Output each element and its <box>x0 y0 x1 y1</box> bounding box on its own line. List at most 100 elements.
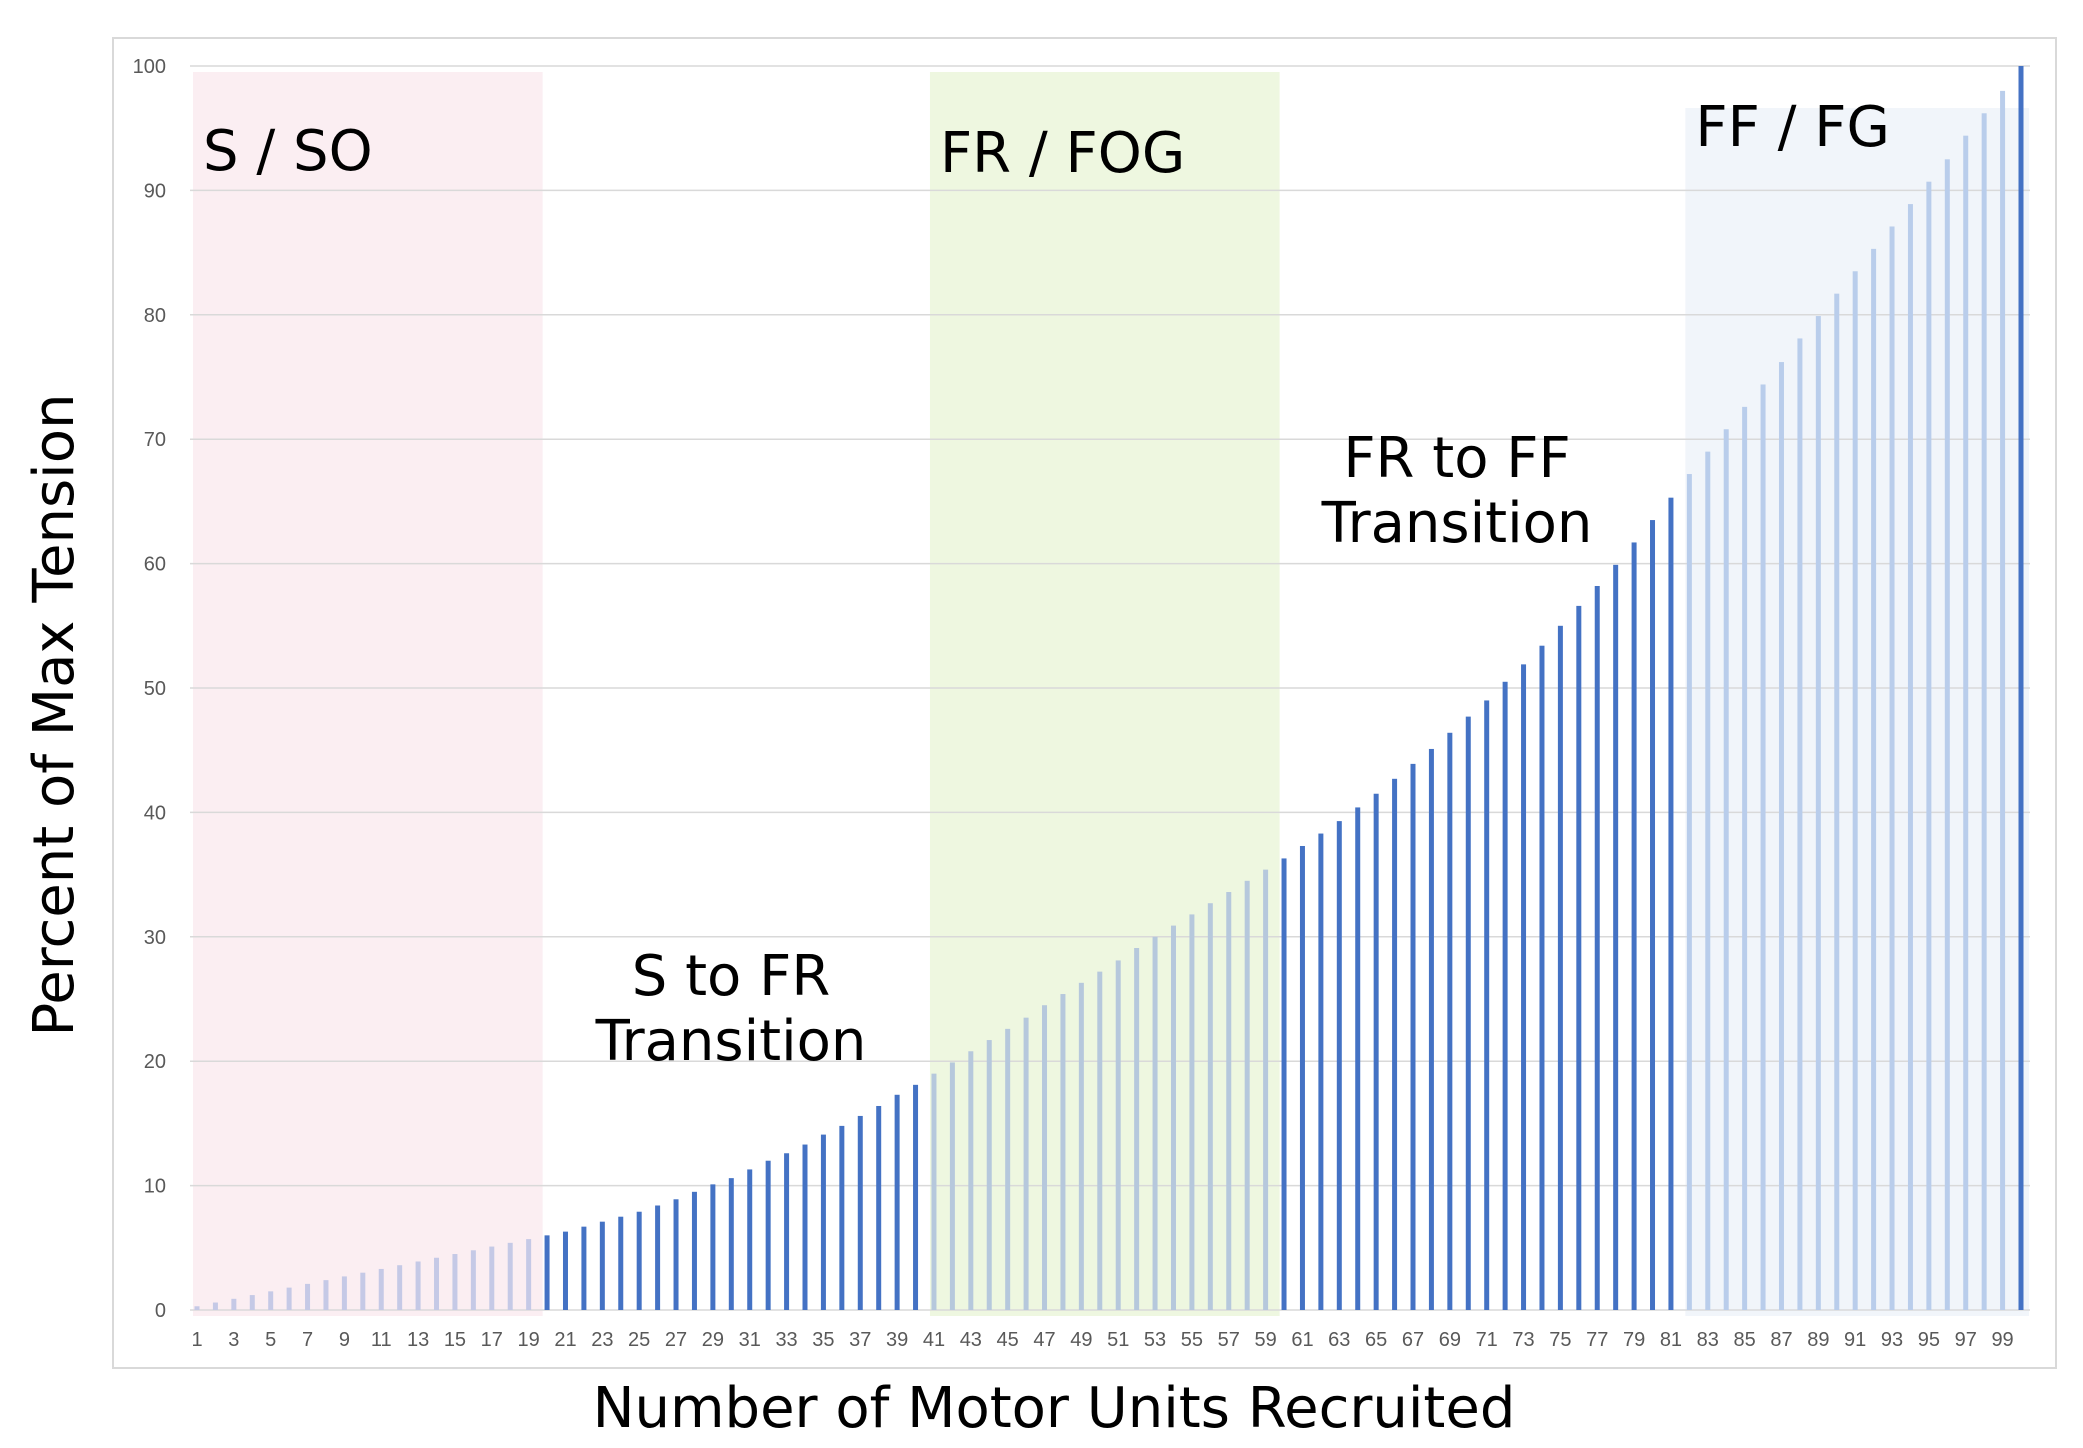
bar <box>1871 248 1877 1310</box>
bar <box>1207 903 1213 1310</box>
bar <box>341 1276 347 1310</box>
bar <box>1428 748 1434 1310</box>
bar <box>286 1287 292 1310</box>
bar <box>1078 982 1084 1310</box>
bar <box>1686 474 1692 1311</box>
bar <box>452 1254 458 1310</box>
bar <box>194 1306 200 1310</box>
x-tick-label: 53 <box>1144 1329 1166 1351</box>
bar <box>1355 807 1361 1310</box>
bar <box>1189 914 1195 1310</box>
x-tick-label: 35 <box>812 1329 834 1351</box>
x-tick-label: 37 <box>849 1329 871 1351</box>
bar <box>1521 664 1527 1310</box>
bar <box>1576 605 1582 1310</box>
bar <box>434 1257 440 1310</box>
bar <box>747 1169 753 1310</box>
y-tick-label: 0 <box>155 1300 166 1322</box>
x-tick-label: 5 <box>265 1329 276 1351</box>
bar <box>1981 113 1987 1311</box>
bar <box>1447 732 1453 1310</box>
bar <box>1263 869 1269 1310</box>
bar <box>857 1115 863 1310</box>
x-tick-label: 23 <box>591 1329 613 1351</box>
region-label: S / SO <box>203 119 373 184</box>
bar <box>1797 338 1803 1310</box>
bar <box>378 1268 384 1310</box>
bar <box>1760 384 1766 1310</box>
x-tick-label: 1 <box>191 1329 202 1351</box>
bar <box>673 1199 679 1310</box>
y-tick-label: 10 <box>144 1176 166 1198</box>
region-labels: S / SO FR / FOG FF / FG <box>203 95 1890 186</box>
x-tick-label: 71 <box>1476 1329 1498 1351</box>
bar <box>1244 880 1250 1310</box>
bar <box>1631 542 1637 1310</box>
x-tick-label: 63 <box>1328 1329 1350 1351</box>
bar <box>1299 845 1305 1310</box>
x-tick-label: 47 <box>1033 1329 1055 1351</box>
x-tick-label: 49 <box>1070 1329 1092 1351</box>
x-tick-label: 73 <box>1512 1329 1534 1351</box>
bar <box>249 1295 255 1310</box>
x-tick-label: 15 <box>444 1329 466 1351</box>
x-tick-label: 29 <box>702 1329 724 1351</box>
x-tick-label: 9 <box>339 1329 350 1351</box>
x-tick-label: 87 <box>1770 1329 1792 1351</box>
x-tick-label: 93 <box>1881 1329 1903 1351</box>
x-tick-label: 81 <box>1660 1329 1682 1351</box>
bar <box>655 1205 661 1310</box>
bar <box>507 1242 513 1310</box>
x-tick-label: 17 <box>481 1329 503 1351</box>
gridlines <box>190 65 2030 1311</box>
bar <box>839 1125 845 1310</box>
y-axis-title: Percent of Max Tension <box>22 394 87 1037</box>
bar <box>728 1178 734 1310</box>
bar <box>1005 1028 1011 1310</box>
bar <box>1557 625 1563 1310</box>
x-tick-label: 39 <box>886 1329 908 1351</box>
x-tick-label: 85 <box>1734 1329 1756 1351</box>
bar <box>1723 429 1729 1310</box>
y-tick-label: 90 <box>144 180 166 202</box>
bar <box>599 1221 605 1310</box>
region-backgrounds <box>193 72 2029 1316</box>
x-tick-label: 59 <box>1254 1329 1276 1351</box>
x-tick-label: 97 <box>1955 1329 1977 1351</box>
bar <box>1023 1017 1029 1310</box>
y-tick-label: 30 <box>144 927 166 949</box>
x-tick-label: 41 <box>923 1329 945 1351</box>
bar <box>415 1261 421 1310</box>
x-tick-label: 19 <box>518 1329 540 1351</box>
bar <box>1134 947 1140 1310</box>
bar <box>1042 1005 1048 1310</box>
y-tick-label: 100 <box>133 56 166 78</box>
bar <box>1281 858 1287 1310</box>
bar <box>820 1134 826 1310</box>
bar <box>305 1283 311 1310</box>
bar <box>1742 406 1748 1311</box>
bar <box>618 1216 624 1310</box>
transition-label-line1: FR to FF <box>1343 426 1570 491</box>
bar <box>1484 700 1490 1310</box>
bar <box>1502 681 1508 1310</box>
bar <box>1373 793 1379 1310</box>
bar <box>1705 451 1711 1310</box>
x-tick-label: 51 <box>1107 1329 1129 1351</box>
bar <box>2018 66 2024 1310</box>
bar <box>765 1160 771 1310</box>
x-tick-label: 95 <box>1918 1329 1940 1351</box>
bar <box>636 1211 642 1310</box>
bar <box>968 1051 974 1310</box>
bar <box>268 1291 274 1310</box>
y-tick-label: 20 <box>144 1051 166 1073</box>
bar <box>931 1073 937 1310</box>
bar <box>1963 135 1969 1310</box>
bar <box>1115 960 1121 1310</box>
x-tick-label: 55 <box>1181 1329 1203 1351</box>
bar <box>1907 204 1913 1311</box>
transition-label-line2: Transition <box>595 1009 867 1074</box>
x-tick-label: 13 <box>407 1329 429 1351</box>
bar <box>1889 226 1895 1311</box>
